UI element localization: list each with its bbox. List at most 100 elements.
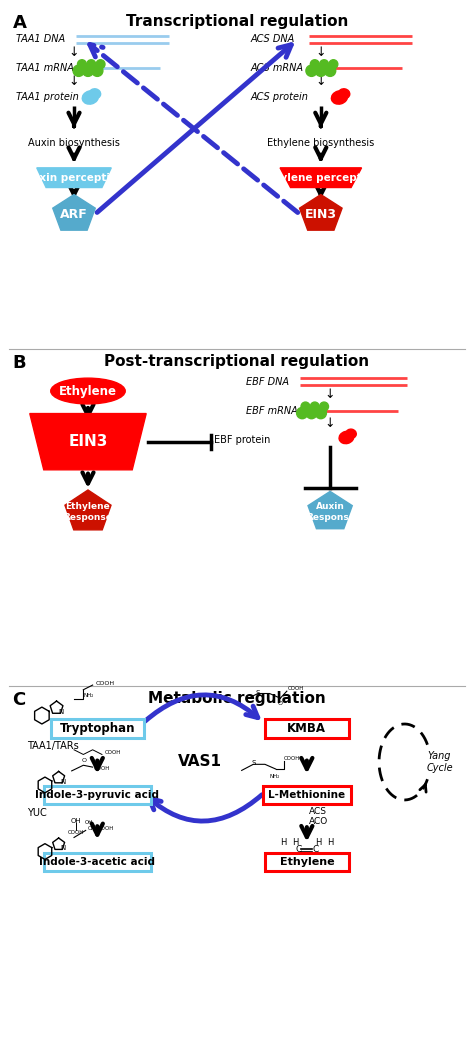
- Text: EBF DNA: EBF DNA: [246, 376, 289, 387]
- Circle shape: [319, 59, 328, 69]
- Ellipse shape: [51, 379, 125, 404]
- Text: H: H: [315, 837, 322, 847]
- Text: O: O: [82, 758, 87, 763]
- Polygon shape: [65, 490, 111, 529]
- Circle shape: [301, 402, 310, 411]
- Text: TAA1/TARs: TAA1/TARs: [27, 742, 79, 752]
- Text: CH₂COOH: CH₂COOH: [88, 826, 114, 831]
- FancyBboxPatch shape: [44, 853, 151, 870]
- Text: A: A: [12, 14, 27, 31]
- Text: ↓: ↓: [316, 46, 326, 59]
- Circle shape: [91, 66, 103, 76]
- Text: ↓: ↓: [316, 75, 326, 88]
- Text: COOH: COOH: [68, 830, 84, 835]
- Polygon shape: [308, 491, 352, 528]
- Text: O: O: [278, 701, 283, 706]
- Polygon shape: [280, 167, 362, 187]
- Text: YUC: YUC: [27, 808, 47, 818]
- Text: COOH: COOH: [96, 681, 115, 686]
- Text: B: B: [12, 354, 26, 371]
- Polygon shape: [37, 167, 111, 187]
- Text: ↓: ↓: [69, 75, 79, 88]
- Circle shape: [306, 408, 317, 419]
- Circle shape: [73, 66, 84, 76]
- Text: ↓: ↓: [325, 388, 336, 401]
- Text: Metabolic regulation: Metabolic regulation: [148, 692, 326, 706]
- Text: Ethylene: Ethylene: [280, 857, 334, 867]
- FancyBboxPatch shape: [263, 786, 351, 804]
- Ellipse shape: [89, 88, 100, 99]
- Text: Ethylene perception: Ethylene perception: [261, 173, 380, 183]
- Text: NH₂: NH₂: [269, 774, 280, 779]
- Text: ACO: ACO: [309, 816, 328, 826]
- Text: COOH: COOH: [284, 756, 301, 761]
- Text: Indole-3-pyruvic acid: Indole-3-pyruvic acid: [35, 790, 159, 800]
- Text: H: H: [281, 837, 287, 847]
- Text: Post-transcriptional regulation: Post-transcriptional regulation: [104, 354, 370, 368]
- Circle shape: [325, 66, 336, 76]
- Text: Auxin
Response: Auxin Response: [306, 502, 355, 522]
- Circle shape: [78, 59, 86, 69]
- Text: Auxin perception: Auxin perception: [24, 173, 124, 183]
- Text: N: N: [61, 846, 66, 852]
- Text: OH: OH: [85, 820, 93, 825]
- Text: ↓: ↓: [69, 46, 79, 59]
- Polygon shape: [300, 194, 342, 230]
- Ellipse shape: [346, 430, 356, 438]
- Text: H: H: [292, 837, 299, 847]
- Text: VAS1: VAS1: [178, 754, 222, 770]
- FancyBboxPatch shape: [44, 786, 151, 804]
- FancyBboxPatch shape: [51, 720, 144, 738]
- Text: Ethylene: Ethylene: [59, 385, 117, 397]
- FancyBboxPatch shape: [265, 720, 349, 738]
- Circle shape: [310, 59, 319, 69]
- Text: KMBA: KMBA: [287, 722, 327, 735]
- Text: ↓: ↓: [325, 417, 336, 431]
- Text: ACS DNA: ACS DNA: [251, 34, 295, 45]
- Text: ACS: ACS: [309, 807, 327, 816]
- Text: Tryptophan: Tryptophan: [60, 722, 135, 735]
- Circle shape: [315, 66, 327, 76]
- Ellipse shape: [82, 90, 99, 104]
- Text: EBF protein: EBF protein: [214, 435, 270, 445]
- Text: ARF: ARF: [60, 208, 88, 220]
- Text: S: S: [256, 690, 260, 696]
- Text: N: N: [61, 779, 66, 784]
- Text: C: C: [312, 844, 319, 854]
- Text: Ethylene biosynthesis: Ethylene biosynthesis: [267, 138, 374, 149]
- Text: NH₂: NH₂: [83, 694, 94, 698]
- Circle shape: [297, 408, 308, 419]
- Ellipse shape: [331, 90, 347, 104]
- Polygon shape: [30, 414, 146, 470]
- Text: EIN3: EIN3: [305, 208, 337, 220]
- Text: TAA1 DNA: TAA1 DNA: [16, 34, 65, 45]
- Text: EBF mRNA: EBF mRNA: [246, 406, 298, 416]
- Text: TAA1 protein: TAA1 protein: [16, 93, 79, 103]
- Text: Yang
Cycle: Yang Cycle: [426, 751, 453, 773]
- Text: Transcriptional regulation: Transcriptional regulation: [126, 14, 348, 28]
- Text: S: S: [251, 760, 255, 766]
- Text: Ethylene
Response: Ethylene Response: [64, 502, 112, 522]
- Circle shape: [96, 59, 105, 69]
- Text: Indole-3-acetic acid: Indole-3-acetic acid: [39, 857, 155, 867]
- Circle shape: [315, 408, 327, 419]
- Circle shape: [329, 59, 338, 69]
- Polygon shape: [53, 194, 95, 230]
- Text: ACS protein: ACS protein: [251, 93, 309, 103]
- Text: COOH: COOH: [94, 766, 110, 771]
- Circle shape: [319, 402, 328, 411]
- Text: EIN3: EIN3: [68, 434, 108, 449]
- Circle shape: [310, 402, 319, 411]
- Text: N: N: [59, 709, 64, 716]
- Text: C: C: [12, 692, 26, 709]
- Text: Auxin biosynthesis: Auxin biosynthesis: [28, 138, 120, 149]
- Text: ACS mRNA: ACS mRNA: [251, 63, 304, 74]
- Ellipse shape: [338, 88, 350, 99]
- Text: TAA1 mRNA: TAA1 mRNA: [16, 63, 73, 74]
- Text: OH: OH: [71, 818, 82, 824]
- Text: COOH: COOH: [288, 686, 304, 692]
- Text: C: C: [295, 844, 301, 854]
- Text: H: H: [327, 837, 333, 847]
- Text: L-Methionine: L-Methionine: [268, 790, 346, 800]
- FancyBboxPatch shape: [265, 853, 349, 870]
